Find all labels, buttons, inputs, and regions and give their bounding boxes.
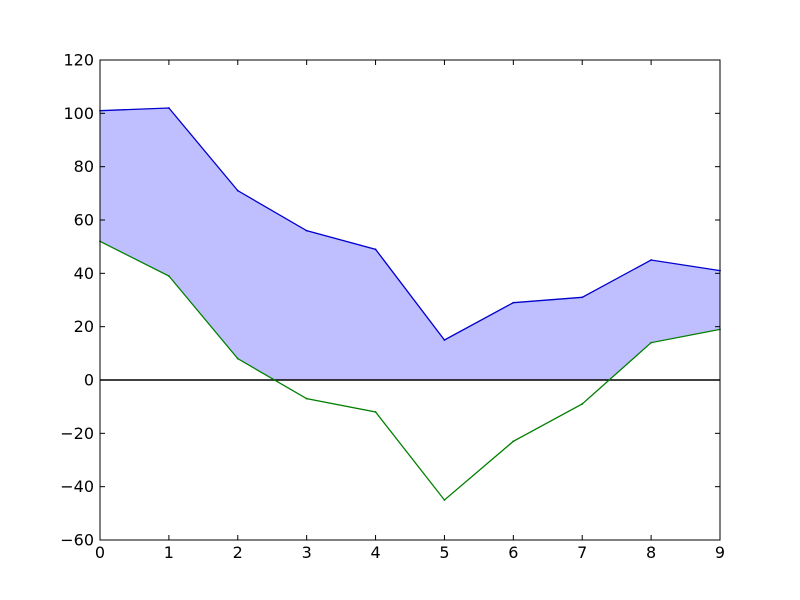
x-tick-label-9: 9 [715,543,725,562]
axis-ticks-layer [99,59,721,541]
upper-series-point-3 [305,229,308,232]
y-tick-label-7: 80 [74,157,94,176]
upper-series-point-1 [167,107,170,109]
y-tick-label-0: −60 [60,531,94,550]
x-tick-label-0: 0 [95,543,105,562]
y-tick-label-1: −40 [60,477,94,496]
upper-series-point-5 [443,339,446,341]
x-tick-label-8: 8 [646,543,656,562]
y-tick-label-6: 60 [74,211,94,230]
upper-series-point-8 [650,259,653,261]
upper-series-point-4 [374,248,377,251]
x-tick-label-2: 2 [233,543,243,562]
lower-series-point-3 [305,397,308,400]
lower-series-point-1 [167,275,170,277]
x-tick-label-7: 7 [577,543,587,562]
lower-series-point-2 [236,357,239,360]
lower-series-point-8 [650,341,653,344]
y-tick-label-2: −20 [60,424,94,443]
x-tick-label-4: 4 [370,543,380,562]
x-tick-label-6: 6 [508,543,518,562]
upper-series-line [99,107,721,341]
y-tick-label-8: 100 [63,104,94,123]
upper-series-point-7 [581,296,584,299]
lower-series-point-7 [581,403,584,405]
plot-frame [99,59,721,541]
y-tick-label-3: 0 [84,371,94,390]
y-tick-label-9: 120 [63,51,94,70]
lower-series-line [99,240,721,501]
upper-series-point-6 [512,301,515,304]
series-lines-layer [99,107,721,501]
fill-between-area [100,108,720,380]
x-tick-label-1: 1 [164,543,174,562]
y-tick-label-4: 20 [74,317,94,336]
upper-series-point-2 [236,189,239,192]
lower-series-point-5 [443,499,446,501]
x-tick-label-3: 3 [302,543,312,562]
fill-between-area-layer [100,108,720,380]
x-tick-label-5: 5 [439,543,449,562]
lower-series-point-6 [512,440,515,443]
tick-labels-layer: 0 1 2 3 4 5 6 7 8 9 −60 −40 −20 0 20 40 60 80 100 120 [60,51,725,563]
y-tick-label-5: 40 [74,264,94,283]
lower-series-point-4 [374,411,377,413]
